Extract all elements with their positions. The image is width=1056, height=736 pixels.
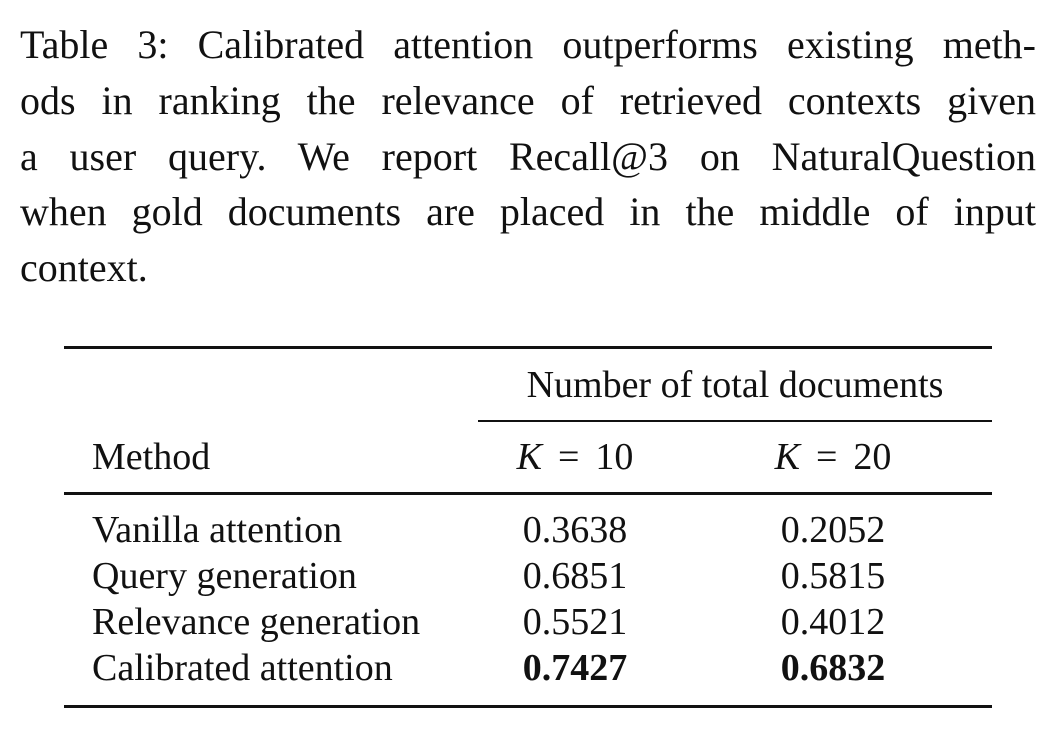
math-relation: =	[815, 436, 838, 478]
value-cell: 0.5521	[522, 601, 628, 643]
method-cell: Calibrated attention	[92, 647, 393, 689]
group-rule	[478, 420, 992, 422]
bottom-rule	[64, 705, 992, 708]
value-cell: 0.5815	[780, 555, 886, 597]
top-rule	[64, 346, 992, 349]
math-symbol: K	[774, 436, 800, 478]
method-cell: Relevance generation	[92, 601, 421, 643]
value-cell: 0.2052	[780, 509, 886, 551]
math-number: 20	[853, 436, 892, 478]
math-symbol: K	[516, 436, 542, 478]
caption-line: context.	[20, 245, 148, 291]
value-cell: 0.6851	[522, 555, 628, 597]
value-cell: 0.6832	[780, 647, 886, 689]
caption-line: ods in ranking the relevance of retrieve…	[20, 77, 1036, 123]
column-header: K = 20	[775, 434, 892, 480]
caption-line: Table 3: Calibrated attention outperform…	[20, 22, 1036, 67]
column-header: K = 10	[517, 434, 634, 480]
caption-line: when gold documents are placed in the mi…	[20, 189, 1036, 235]
value-cell: 0.4012	[780, 601, 886, 643]
value-cell: 0.3638	[522, 509, 628, 551]
method-header: Method	[92, 436, 211, 478]
caption-line: a user query. We report Recall@3 on Natu…	[20, 133, 1036, 179]
math-relation: =	[557, 436, 580, 478]
method-cell: Query generation	[92, 555, 357, 597]
group-header: Number of total documents	[526, 364, 944, 406]
method-cell: Vanilla attention	[92, 509, 343, 551]
value-cell: 0.7427	[522, 647, 628, 689]
math-number: 10	[595, 436, 634, 478]
mid-rule	[64, 492, 992, 495]
